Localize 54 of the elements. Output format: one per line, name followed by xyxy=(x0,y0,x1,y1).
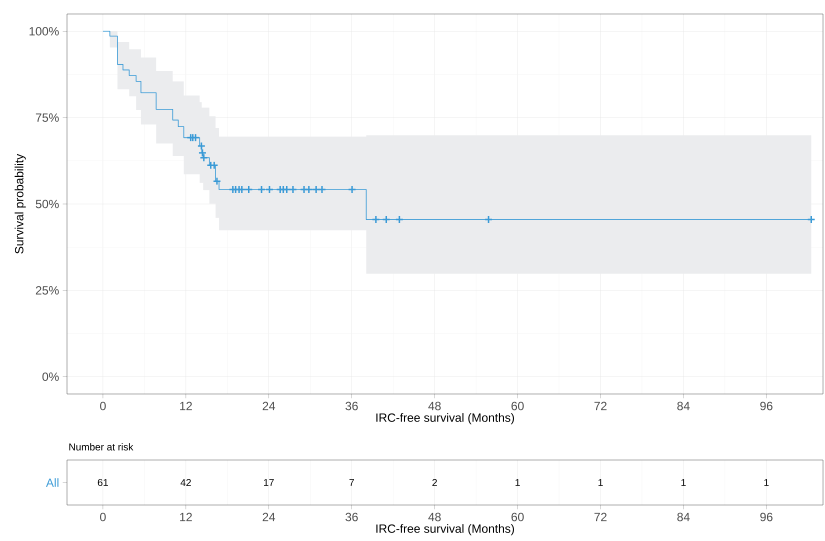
point xyxy=(396,216,403,224)
x-tick-label: 12 xyxy=(180,402,192,410)
point xyxy=(200,154,208,162)
point xyxy=(213,178,220,185)
text: 1 xyxy=(598,479,603,486)
x-tick-label: 24 xyxy=(262,512,276,522)
x-tick-label: 84 xyxy=(677,402,690,410)
y-axis-title: Survival probability xyxy=(14,154,26,254)
text: 61 xyxy=(98,478,108,486)
text: 1 xyxy=(516,479,520,486)
point xyxy=(198,142,205,150)
y-tick-label: All xyxy=(46,478,58,487)
text: 1 xyxy=(681,479,686,486)
text: 42 xyxy=(180,479,191,486)
y-tick-label: 100% xyxy=(30,27,59,36)
point xyxy=(312,186,320,193)
x-tick-label: 48 xyxy=(428,512,441,522)
point xyxy=(258,186,266,193)
point xyxy=(808,216,815,224)
x-tick-label: 36 xyxy=(346,512,358,522)
point xyxy=(382,216,390,224)
y-tick-label: 25% xyxy=(36,286,59,295)
y-tick-label: 0% xyxy=(42,372,59,381)
x-tick-label: 84 xyxy=(677,512,690,522)
x-tick-label: 72 xyxy=(594,512,607,522)
x-tick-label: 12 xyxy=(180,512,192,522)
text: 2 xyxy=(432,479,437,486)
point xyxy=(348,186,356,193)
x-tick-label: 60 xyxy=(512,402,524,410)
y-tick-label: 50% xyxy=(36,200,59,208)
x-tick-label: 24 xyxy=(262,402,276,410)
point xyxy=(485,216,492,224)
x-tick-label: 60 xyxy=(512,512,524,522)
point xyxy=(305,186,312,193)
point xyxy=(289,186,296,193)
text: 7 xyxy=(349,479,354,486)
point xyxy=(266,186,273,193)
text: 1 xyxy=(764,479,769,486)
x-tick-label: 48 xyxy=(428,402,441,410)
y-tick-label: 75% xyxy=(36,113,59,122)
chart-title: Number at risk xyxy=(69,443,134,450)
point xyxy=(372,216,380,224)
point xyxy=(198,149,206,156)
point xyxy=(245,186,252,193)
text: 17 xyxy=(264,479,274,486)
x-axis-title: IRC-free survival (Months) xyxy=(376,524,514,536)
x-tick-label: 36 xyxy=(346,402,358,410)
x-tick-label: 0 xyxy=(100,512,106,522)
x-tick-label: 72 xyxy=(594,402,607,410)
point xyxy=(283,186,290,193)
x-tick-label: 96 xyxy=(760,512,772,522)
x-tick-label: 96 xyxy=(760,402,772,410)
x-axis-title: IRC-free survival (Months) xyxy=(376,413,514,424)
x-tick-label: 0 xyxy=(100,402,106,410)
